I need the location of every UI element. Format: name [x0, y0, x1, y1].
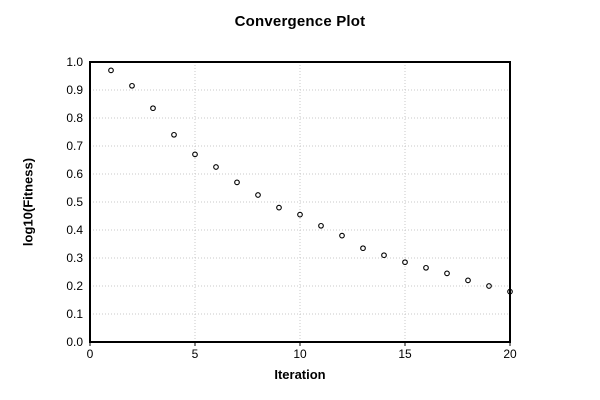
x-tick-label: 15	[398, 347, 412, 361]
data-point	[234, 179, 240, 186]
data-point	[444, 270, 450, 277]
data-point	[213, 164, 219, 170]
data-point	[402, 259, 408, 266]
chart-title: Convergence Plot	[234, 13, 366, 30]
y-tick-label: 1.0	[66, 55, 83, 69]
data-point	[360, 245, 366, 252]
y-tick-label: 0.6	[66, 167, 83, 181]
y-tick-label: 0.9	[66, 83, 83, 97]
x-tick-label: 20	[503, 347, 517, 361]
data-point	[276, 204, 282, 211]
y-tick-label: 0.7	[66, 139, 83, 153]
data-point	[129, 82, 135, 89]
data-point	[255, 192, 261, 198]
plot-border	[89, 61, 511, 343]
data-point	[486, 283, 492, 289]
data-point	[318, 222, 324, 229]
x-tick-label: 0	[87, 347, 94, 361]
data-point	[381, 252, 387, 259]
y-tick-label: 0.0	[66, 335, 83, 349]
data-point	[507, 288, 513, 295]
data-point	[423, 264, 429, 271]
x-axis-label: Iteration	[274, 367, 326, 382]
data-point	[192, 151, 198, 158]
data-point	[297, 211, 303, 218]
y-tick-label: 0.1	[66, 307, 83, 321]
x-tick-label: 10	[293, 347, 307, 361]
data-point	[150, 105, 156, 112]
data-point	[171, 131, 177, 138]
y-tick-label: 0.3	[66, 251, 83, 265]
y-tick-label: 0.5	[66, 195, 83, 209]
y-tick-label: 0.8	[66, 111, 83, 125]
data-point	[108, 67, 114, 74]
x-tick-label: 5	[192, 347, 199, 361]
data-point	[339, 232, 345, 239]
data-point	[465, 277, 471, 284]
y-tick-label: 0.2	[66, 279, 83, 293]
y-tick-label: 0.4	[66, 223, 83, 237]
